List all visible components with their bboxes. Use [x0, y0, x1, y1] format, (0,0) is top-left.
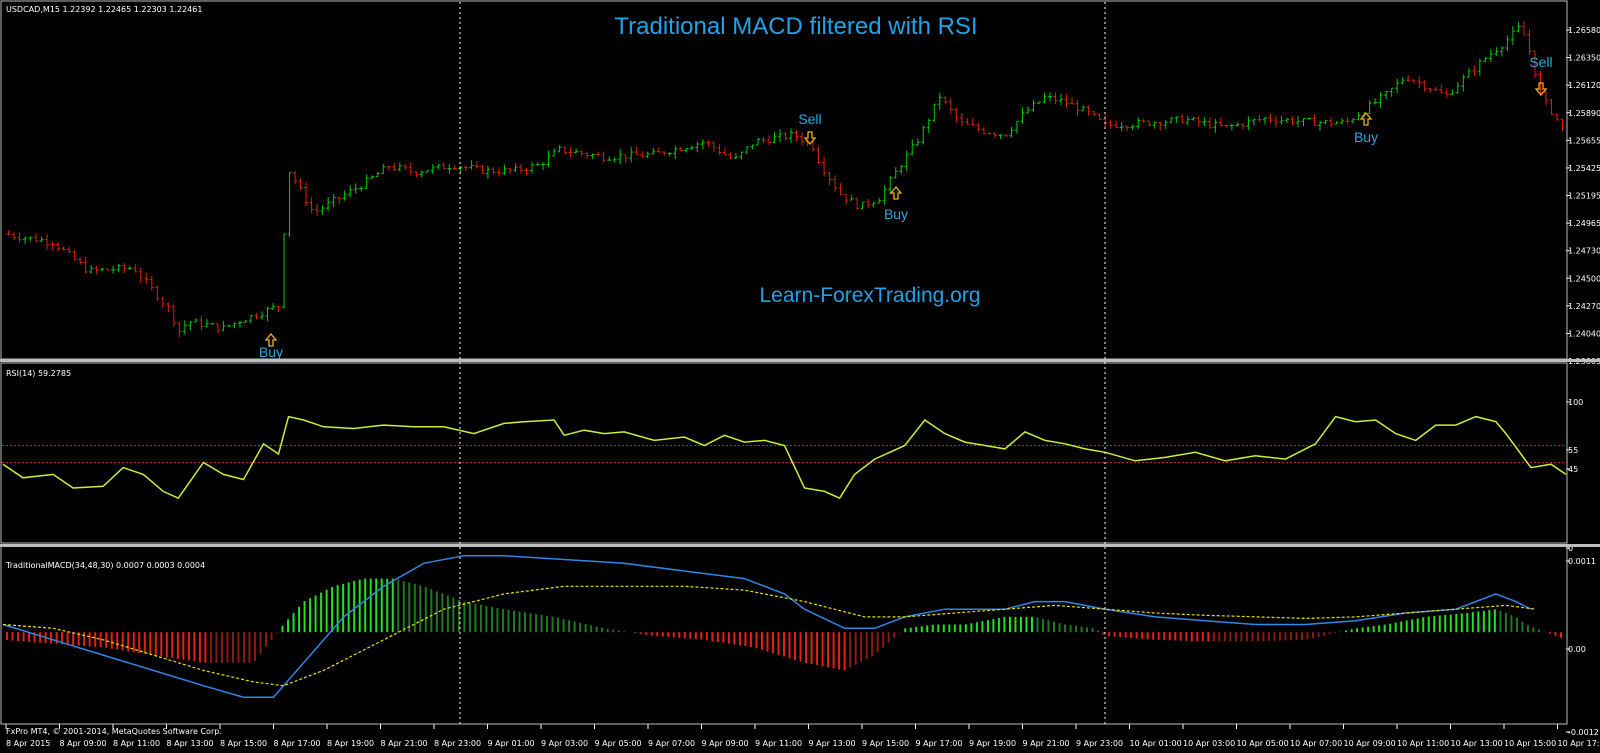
signal-buy-arrow-icon: [264, 332, 278, 347]
time-axis-label: 10 Apr 15:00: [1504, 739, 1556, 748]
rsi-header: RSI(14) 59.2785: [6, 369, 71, 378]
price-axis-label: 1.24270: [1568, 302, 1600, 311]
time-axis-label: 9 Apr 09:00: [702, 739, 749, 748]
signal-buy-label: Buy: [884, 206, 908, 222]
rsi-axis-label: 100: [1568, 398, 1583, 407]
price-axis-label: 1.24040: [1568, 329, 1600, 338]
time-axis-label: 8 Apr 17:00: [274, 739, 321, 748]
macd-line: [2, 554, 1532, 698]
time-axis-label: 10 Apr 17:00: [1558, 739, 1600, 748]
time-axis-label: 9 Apr 21:00: [1023, 739, 1070, 748]
time-axis-label: 9 Apr 19:00: [969, 739, 1016, 748]
time-axis-label: 9 Apr 01:00: [488, 739, 535, 748]
price-axis-label: 1.24965: [1568, 219, 1600, 228]
time-axis-label: 8 Apr 09:00: [60, 739, 107, 748]
signal-sell-label: Sell: [798, 111, 821, 127]
signal-line: [2, 585, 1536, 687]
price-axis-label: 1.24500: [1568, 274, 1600, 283]
time-axis-label: 9 Apr 17:00: [916, 739, 963, 748]
rsi-line: [2, 415, 1567, 500]
pane-separator: [0, 359, 1600, 362]
website-watermark: Learn-ForexTrading.org: [760, 284, 981, 307]
signal-buy-arrow-icon: [889, 185, 903, 200]
overlays: Traditional MACD filtered with RSI Learn…: [5, 5, 1600, 748]
time-axis-label: 10 Apr 07:00: [1290, 739, 1342, 748]
time-axis-label: 8 Apr 19:00: [327, 739, 374, 748]
time-axis-label: 10 Apr 05:00: [1237, 739, 1289, 748]
pane-separator: [0, 544, 1600, 547]
price-axis-label: 1.25425: [1568, 164, 1600, 173]
time-axis-label: 10 Apr 11:00: [1397, 739, 1449, 748]
rsi-axis-label: 45: [1568, 465, 1578, 474]
copyright-text: FxPro MT4, © 2001-2014, MetaQuotes Softw…: [6, 727, 222, 736]
macd-axis-label: -0.0012: [1568, 728, 1599, 737]
signal-buy-label: Buy: [1354, 129, 1378, 145]
rsi-axis-label: 0: [1568, 544, 1573, 553]
macd-pane: [2, 554, 1562, 698]
macd-header: TraditionalMACD(34,48,30) 0.0007 0.0003 …: [5, 561, 205, 570]
time-axis-label: 8 Apr 11:00: [113, 739, 160, 748]
time-axis-label: 8 Apr 2015: [6, 739, 50, 748]
time-axis-label: 9 Apr 11:00: [755, 739, 802, 748]
time-axis-label: 9 Apr 13:00: [809, 739, 856, 748]
time-axis-label: 9 Apr 15:00: [862, 739, 909, 748]
macd-axis-label: 0.00: [1568, 645, 1586, 654]
price-axis-label: 1.24730: [1568, 247, 1600, 256]
time-axis-label: 9 Apr 23:00: [1076, 739, 1123, 748]
rsi-frame: [0, 362, 1568, 544]
time-axis-label: 10 Apr 03:00: [1183, 739, 1235, 748]
price-axis-label: 1.25195: [1568, 192, 1600, 201]
macd-axis-label: 0.0011: [1568, 557, 1596, 566]
signal-buy-arrow-icon: [1359, 111, 1373, 126]
rsi-axis-label: 55: [1568, 446, 1578, 455]
price-axis-label: 1.26350: [1568, 54, 1600, 63]
price-header: USDCAD,M15 1.22392 1.22465 1.22303 1.224…: [6, 5, 202, 14]
price-axis-label: 1.26120: [1568, 81, 1600, 90]
time-axis-label: 10 Apr 01:00: [1130, 739, 1182, 748]
time-axis-label: 10 Apr 09:00: [1344, 739, 1396, 748]
time-axis-label: 8 Apr 23:00: [434, 739, 481, 748]
time-axis-label: 9 Apr 03:00: [541, 739, 588, 748]
signal-sell-arrow-icon: [803, 131, 817, 146]
signal-sell-label: Sell: [1529, 54, 1552, 70]
price-axis-label: 1.25655: [1568, 136, 1600, 145]
time-axis-label: 8 Apr 21:00: [381, 739, 428, 748]
time-axis-label: 8 Apr 13:00: [167, 739, 214, 748]
time-axis-label: 9 Apr 05:00: [595, 739, 642, 748]
price-pane: [6, 20, 1565, 338]
time-axis-label: 9 Apr 07:00: [648, 739, 695, 748]
chart-title: Traditional MACD filtered with RSI: [614, 13, 977, 40]
rsi-pane: [2, 415, 1567, 500]
price-axis-label: 1.25890: [1568, 109, 1600, 118]
time-axis-label: 10 Apr 13:00: [1451, 739, 1503, 748]
price-axis-label: 1.26580: [1568, 26, 1600, 35]
signal-sell-arrow-icon: [1534, 82, 1548, 97]
time-axis-label: 8 Apr 15:00: [220, 739, 267, 748]
signal-buy-label: Buy: [259, 344, 283, 360]
